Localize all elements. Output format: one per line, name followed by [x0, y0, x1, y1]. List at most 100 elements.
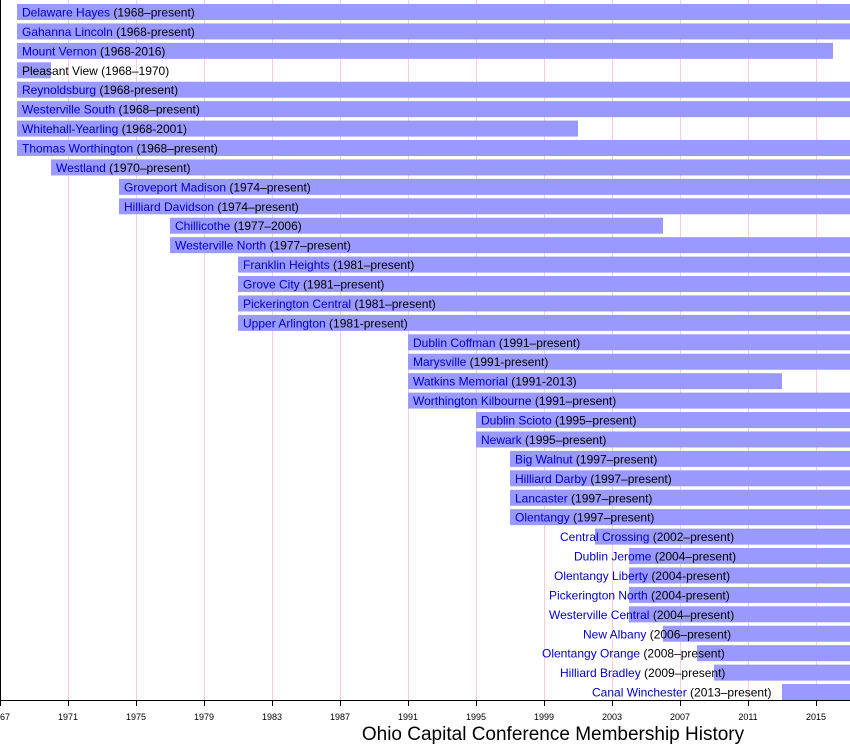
- school-name[interactable]: Reynoldsburg: [22, 83, 96, 97]
- membership-dates: (1968-present): [113, 25, 195, 39]
- school-name[interactable]: Olentangy Liberty: [554, 569, 648, 583]
- school-name[interactable]: Upper Arlington: [243, 316, 326, 330]
- school-name[interactable]: Whitehall-Yearling: [22, 122, 118, 136]
- membership-dates: (1977–2006): [230, 219, 301, 233]
- bars: [17, 4, 850, 701]
- school-name: Pleasant View: [22, 64, 98, 78]
- bar: [510, 450, 850, 467]
- bar-label: Westerville North (1977–present): [175, 239, 351, 253]
- bar: [476, 412, 850, 429]
- bar-label: Big Walnut (1997–present): [515, 452, 657, 466]
- membership-dates: (1968–present): [110, 6, 195, 20]
- membership-dates: (1997–present): [573, 452, 658, 466]
- bar-label: Reynoldsburg (1968-present): [22, 83, 178, 97]
- membership-dates: (1997–present): [568, 491, 653, 505]
- school-name[interactable]: Dublin Scioto: [481, 414, 552, 428]
- membership-dates: (2009–present): [641, 666, 726, 680]
- school-name[interactable]: Pickerington Central: [243, 297, 351, 311]
- bar: [408, 373, 782, 390]
- bar: [17, 120, 578, 137]
- school-name[interactable]: Central Crossing: [560, 530, 649, 544]
- membership-dates: (1997–present): [570, 511, 655, 525]
- school-name[interactable]: Westerville Central: [549, 608, 649, 622]
- bar-label: Thomas Worthington (1968–present): [22, 142, 218, 156]
- bar-label: Newark (1995–present): [481, 433, 606, 447]
- x-tick-label: 1999: [534, 712, 554, 722]
- school-name[interactable]: Westerville North: [175, 239, 266, 253]
- bar-label: Olentangy Liberty (2004-present): [554, 569, 730, 583]
- school-name[interactable]: Mount Vernon: [22, 44, 97, 58]
- chart-title: Ohio Capital Conference Membership Histo…: [362, 724, 745, 745]
- school-name[interactable]: Thomas Worthington: [22, 142, 133, 156]
- bar: [51, 159, 850, 176]
- membership-dates: (1981–present): [300, 278, 385, 292]
- membership-dates: (1995–present): [522, 433, 607, 447]
- school-name[interactable]: Big Walnut: [515, 452, 573, 466]
- bar: [17, 81, 850, 98]
- bar: [17, 140, 850, 157]
- membership-dates: (2004–present): [649, 608, 734, 622]
- x-tick-label: 2003: [602, 712, 622, 722]
- school-name[interactable]: Delaware Hayes: [22, 6, 110, 20]
- membership-dates: (1981-present): [326, 316, 408, 330]
- school-name[interactable]: Dublin Jerome: [574, 550, 652, 564]
- bar: [238, 276, 850, 293]
- bar-label: Dublin Jerome (2004–present): [574, 550, 736, 564]
- membership-dates: (2004–present): [651, 550, 736, 564]
- membership-dates: (1968-present): [96, 83, 178, 97]
- school-name[interactable]: Westerville South: [22, 103, 115, 117]
- x-tick-label: 1987: [330, 712, 350, 722]
- bar-label: Worthington Kilbourne (1991–present): [413, 394, 616, 408]
- bar: [595, 528, 850, 545]
- bar: [714, 664, 850, 681]
- school-name[interactable]: Dublin Coffman: [413, 336, 496, 350]
- school-name[interactable]: Hilliard Bradley: [560, 666, 641, 680]
- school-name[interactable]: Worthington Kilbourne: [413, 394, 532, 408]
- bar: [408, 392, 850, 409]
- bar: [17, 42, 833, 59]
- membership-dates: (1991–present): [532, 394, 617, 408]
- bar-label: Marysville (1991-present): [413, 355, 548, 369]
- school-name[interactable]: Olentangy: [515, 511, 570, 525]
- membership-dates: (2008–present): [640, 647, 725, 661]
- school-name[interactable]: New Albany: [583, 627, 646, 641]
- x-tick-label: 1991: [398, 712, 418, 722]
- school-name[interactable]: Olentangy Orange: [542, 647, 640, 661]
- school-name[interactable]: Canal Winchester: [592, 686, 687, 700]
- bar-label: Pleasant View (1968–1970): [22, 64, 169, 78]
- bar-labels: Delaware Hayes (1968–present) Gahanna Lin…: [22, 6, 771, 700]
- bar-label: Hilliard Darby (1997–present): [515, 472, 672, 486]
- school-name[interactable]: Pickerington North: [549, 588, 648, 602]
- school-name[interactable]: Groveport Madison: [124, 180, 226, 194]
- school-name[interactable]: Gahanna Lincoln: [22, 25, 113, 39]
- school-name[interactable]: Hilliard Davidson: [124, 200, 214, 214]
- bar: [17, 23, 850, 40]
- school-name[interactable]: Newark: [481, 433, 523, 447]
- bar-label: Olentangy Orange (2008–present): [542, 647, 725, 661]
- x-tick-label: 1979: [194, 712, 214, 722]
- bar: [697, 645, 850, 662]
- bar-label: Groveport Madison (1974–present): [124, 180, 311, 194]
- membership-dates: (1968-2016): [97, 44, 166, 58]
- membership-dates: (1974–present): [226, 180, 311, 194]
- membership-dates: (2004-present): [648, 588, 730, 602]
- school-name[interactable]: Hilliard Darby: [515, 472, 587, 486]
- membership-dates: (1968-2001): [118, 122, 187, 136]
- membership-dates: (2004-present): [648, 569, 730, 583]
- bar-label: Pickerington North (2004-present): [549, 588, 730, 602]
- school-name[interactable]: Westland: [56, 161, 106, 175]
- bar: [170, 237, 850, 254]
- school-name[interactable]: Lancaster: [515, 491, 568, 505]
- school-name[interactable]: Grove City: [243, 278, 300, 292]
- school-name[interactable]: Watkins Memorial: [413, 375, 508, 389]
- bar-label: Hilliard Davidson (1974–present): [124, 200, 299, 214]
- bar: [663, 625, 850, 642]
- school-name[interactable]: Franklin Heights: [243, 258, 330, 272]
- school-name[interactable]: Chillicothe: [175, 219, 231, 233]
- bar: [238, 256, 850, 273]
- x-tick-label: 1967: [0, 712, 10, 722]
- bar: [17, 101, 850, 118]
- membership-dates: (2013–present): [687, 686, 772, 700]
- bar-label: Westerville Central (2004–present): [549, 608, 734, 622]
- school-name[interactable]: Marysville: [413, 355, 467, 369]
